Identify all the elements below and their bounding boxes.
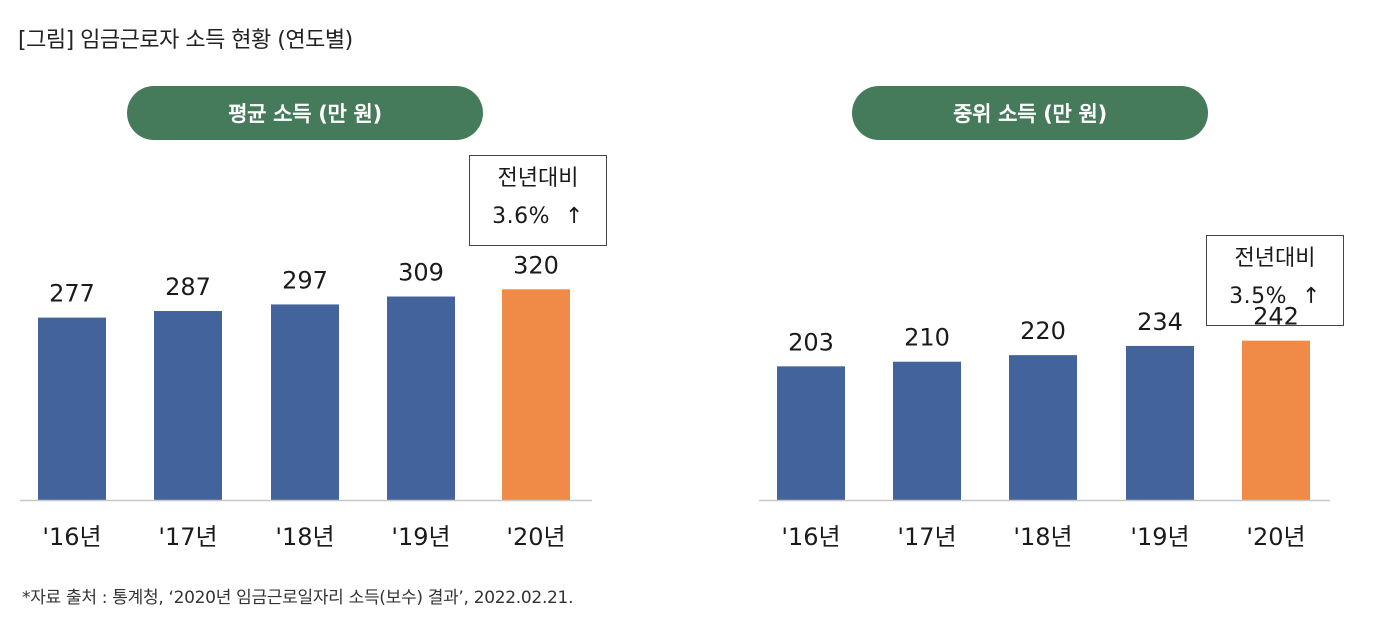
- category-label: '17년: [897, 523, 956, 551]
- chart-panel-1: 203 '16년 210 '17년 220 '18년 234 '19년 242 '20년: [759, 303, 1330, 551]
- bar-'18년: [271, 304, 339, 500]
- category-label: '20년: [506, 523, 565, 551]
- bar-'16년: [777, 366, 845, 500]
- value-label: 287: [165, 273, 211, 301]
- bar-'17년: [893, 361, 961, 500]
- bar-'19년: [387, 296, 455, 500]
- figure-title: [그림] 임금근로자 소득 현황 (연도별): [18, 28, 353, 53]
- category-label: '16년: [42, 523, 101, 551]
- chart-panel-0: 277 '16년 287 '17년 297 '18년 309 '19년 320 '20년: [20, 251, 592, 551]
- value-label: 220: [1020, 317, 1066, 345]
- up-arrow-icon: ↑: [557, 204, 584, 229]
- bar-'18년: [1009, 355, 1077, 500]
- value-label: 210: [904, 324, 950, 352]
- category-label: '18년: [275, 523, 334, 551]
- source-note: *자료 출처 : 통계청, ‘2020년 임금근로일자리 소득(보수) 결과’,…: [22, 588, 574, 608]
- value-label: 277: [49, 280, 95, 308]
- bar-'20년: [502, 289, 570, 500]
- category-label: '16년: [781, 523, 840, 551]
- yoy-callout-average: 전년대비 3.6% ↑: [469, 155, 607, 246]
- bar-'16년: [38, 317, 106, 500]
- value-label: 242: [1253, 303, 1299, 331]
- chart-title-median-income: 중위 소득 (만 원): [852, 86, 1208, 140]
- bar-'20년: [1242, 340, 1310, 500]
- category-label: '19년: [1130, 523, 1189, 551]
- up-arrow-icon: ↑: [1294, 284, 1321, 309]
- category-label: '19년: [391, 523, 450, 551]
- callout-value-row: 3.6% ↑: [470, 198, 606, 236]
- bar-'17년: [154, 311, 222, 500]
- yoy-callout-median: 전년대비 3.5% ↑: [1206, 235, 1344, 326]
- callout-percent: 3.5%: [1229, 284, 1287, 309]
- value-label: 234: [1137, 308, 1183, 336]
- chart-title-average-income: 평균 소득 (만 원): [127, 86, 483, 140]
- category-label: '17년: [158, 523, 217, 551]
- value-label: 297: [282, 266, 328, 294]
- callout-percent: 3.6%: [492, 204, 550, 229]
- bar-'19년: [1126, 345, 1194, 500]
- callout-label: 전년대비: [497, 166, 579, 191]
- value-label: 309: [398, 259, 444, 287]
- value-label: 203: [788, 328, 834, 356]
- value-label: 320: [513, 251, 559, 279]
- callout-value-row: 3.5% ↑: [1207, 278, 1343, 316]
- callout-label: 전년대비: [1234, 246, 1316, 271]
- category-label: '20년: [1246, 523, 1305, 551]
- category-label: '18년: [1013, 523, 1072, 551]
